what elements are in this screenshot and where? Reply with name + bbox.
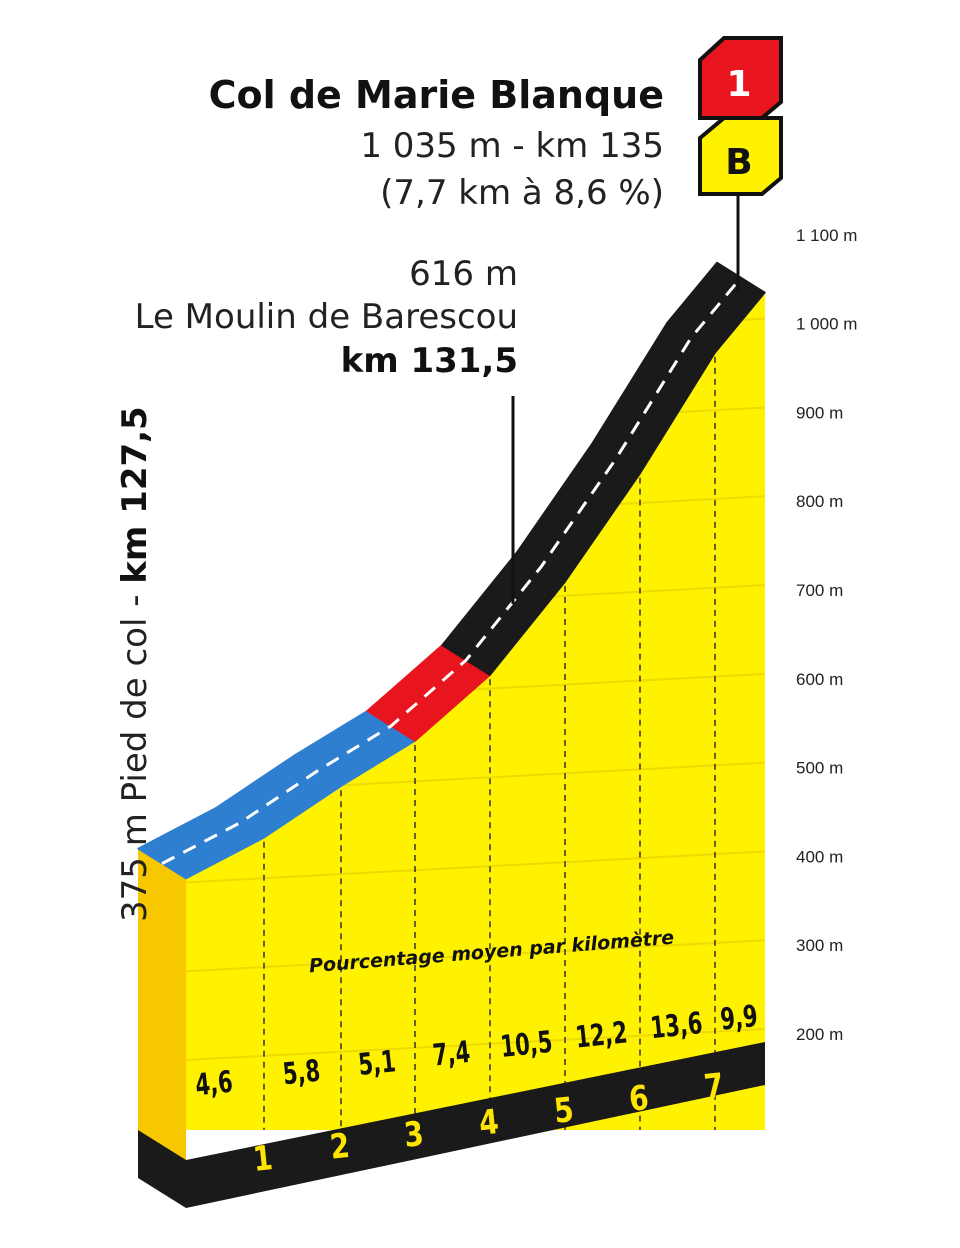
base-band	[138, 1042, 765, 1208]
y-tick-label-5: 600 m	[796, 670, 843, 689]
y-tick-label-1: 1 000 m	[796, 315, 857, 334]
gradient-label-8: 9,9	[719, 999, 760, 1037]
gradient-label-4: 7,4	[431, 1035, 472, 1073]
gridline-9	[186, 1027, 765, 1061]
y-tick-label-4: 700 m	[796, 581, 843, 600]
km-label-3: 3	[402, 1114, 425, 1155]
gridline-7	[186, 849, 765, 884]
category-badge: 1	[698, 36, 783, 120]
summit-title: Col de Marie Blanque	[209, 73, 664, 117]
km-labels: 1 2 3 4 5 6 7	[251, 1066, 725, 1179]
waypoint-km: km 131,5	[341, 341, 518, 381]
start-label-bold: km 127,5	[115, 406, 155, 583]
summit-subtitle-1: 1 035 m - km 135	[360, 126, 664, 166]
summit-subtitle-2: (7,7 km à 8,6 %)	[380, 173, 664, 213]
gradient-label-6: 12,2	[574, 1016, 629, 1056]
km-label-2: 2	[328, 1126, 351, 1167]
km-label-6: 6	[627, 1078, 650, 1119]
waypoint-altitude: 616 m	[409, 254, 518, 294]
profile-area	[186, 292, 765, 1130]
km-label-1: 1	[251, 1139, 274, 1180]
km-label-4: 4	[477, 1102, 500, 1143]
gradient-label-7: 13,6	[649, 1006, 704, 1046]
gradient-label-2: 5,8	[281, 1054, 322, 1092]
km-label-5: 5	[552, 1090, 575, 1131]
start-label-regular: 375 m Pied de col -	[115, 584, 155, 922]
y-axis-ticks: 1 100 m 1 000 m 900 m 800 m 700 m 600 m 500 m 4…	[796, 226, 857, 1044]
waypoint-name: Le Moulin de Barescou	[135, 297, 518, 337]
gridline-8	[186, 938, 765, 973]
gradient-label-5: 10,5	[499, 1025, 554, 1065]
y-tick-label-9: 200 m	[796, 1025, 843, 1044]
km-dividers	[263, 356, 716, 1130]
gradient-label-1: 4,6	[194, 1065, 235, 1103]
gradient-label-3: 5,1	[357, 1044, 398, 1082]
y-tick-label-0: 1 100 m	[796, 226, 857, 245]
y-tick-label-6: 500 m	[796, 759, 843, 778]
profile-left-face	[138, 848, 186, 1180]
y-tick-label-7: 400 m	[796, 847, 843, 866]
bonus-badge: B	[698, 116, 783, 196]
gradient-labels: 4,6 5,8 5,1 7,4 10,5 12,2 13,6 9,9	[194, 999, 760, 1103]
road-centerline	[161, 276, 743, 865]
category-badge-label: 1	[726, 64, 751, 105]
y-tick-label-8: 300 m	[796, 936, 843, 955]
y-tick-label-3: 800 m	[796, 492, 843, 511]
start-label: 375 m Pied de col - km 127,5	[115, 406, 155, 922]
bonus-badge-label: B	[725, 142, 752, 183]
y-tick-label-2: 900 m	[796, 403, 843, 422]
km-label-7: 7	[702, 1066, 725, 1107]
